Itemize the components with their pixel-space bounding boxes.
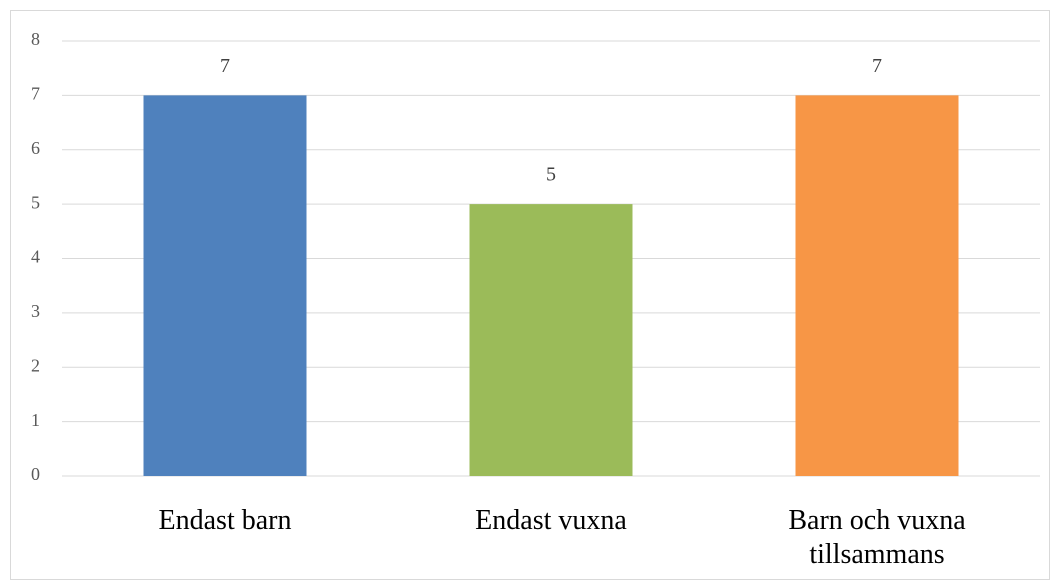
data-label: 7 (872, 55, 882, 77)
bar (795, 95, 959, 476)
y-tick-label: 1 (31, 410, 40, 430)
bar (143, 95, 307, 476)
x-tick-label: Endast barn (158, 505, 292, 536)
y-tick-label: 0 (31, 464, 40, 484)
y-tick-label: 8 (31, 29, 40, 49)
y-tick-label: 3 (31, 301, 40, 321)
x-tick-label: Endast vuxna (475, 505, 627, 536)
y-tick-label: 7 (31, 84, 40, 104)
y-tick-label: 5 (31, 192, 40, 212)
data-label: 5 (546, 164, 556, 186)
bar (469, 204, 633, 476)
data-label: 7 (220, 55, 230, 77)
y-tick-label: 6 (31, 138, 40, 158)
y-tick-label: 4 (31, 247, 40, 267)
y-tick-label: 2 (31, 355, 40, 375)
x-tick-label: Barn och vuxna tillsammans (788, 505, 966, 570)
